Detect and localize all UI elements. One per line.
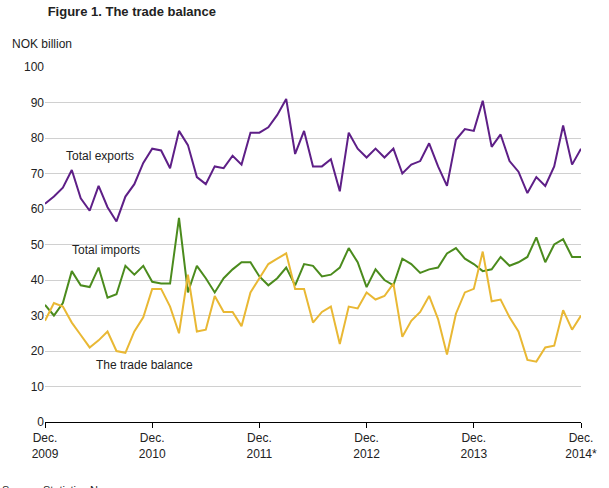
svg-text:NOK billion: NOK billion: [12, 37, 72, 51]
svg-text:The trade balance: The trade balance: [96, 358, 193, 372]
svg-text:Source: Statistics Norway.: Source: Statistics Norway.: [2, 484, 130, 488]
svg-text:Figure 1. The trade balance: Figure 1. The trade balance: [48, 4, 216, 19]
svg-text:Total exports: Total exports: [66, 149, 134, 163]
svg-text:Dec.2012: Dec.2012: [353, 431, 380, 461]
svg-text:0: 0: [37, 415, 44, 429]
svg-text:30: 30: [31, 309, 45, 323]
svg-text:40: 40: [31, 273, 45, 287]
svg-text:100: 100: [24, 60, 44, 74]
svg-text:Total imports: Total imports: [72, 243, 140, 257]
svg-text:80: 80: [31, 131, 45, 145]
svg-text:Dec.2011: Dec.2011: [246, 431, 272, 461]
svg-text:Dec.2009: Dec.2009: [32, 431, 59, 461]
svg-text:20: 20: [31, 344, 45, 358]
svg-text:Dec.2010: Dec.2010: [139, 431, 166, 461]
svg-text:60: 60: [31, 202, 45, 216]
svg-text:10: 10: [31, 380, 45, 394]
svg-text:Dec.2013: Dec.2013: [460, 431, 487, 461]
svg-text:Dec.2014*: Dec.2014*: [565, 431, 597, 461]
svg-text:90: 90: [31, 96, 45, 110]
svg-text:70: 70: [31, 167, 45, 181]
svg-text:50: 50: [31, 238, 45, 252]
